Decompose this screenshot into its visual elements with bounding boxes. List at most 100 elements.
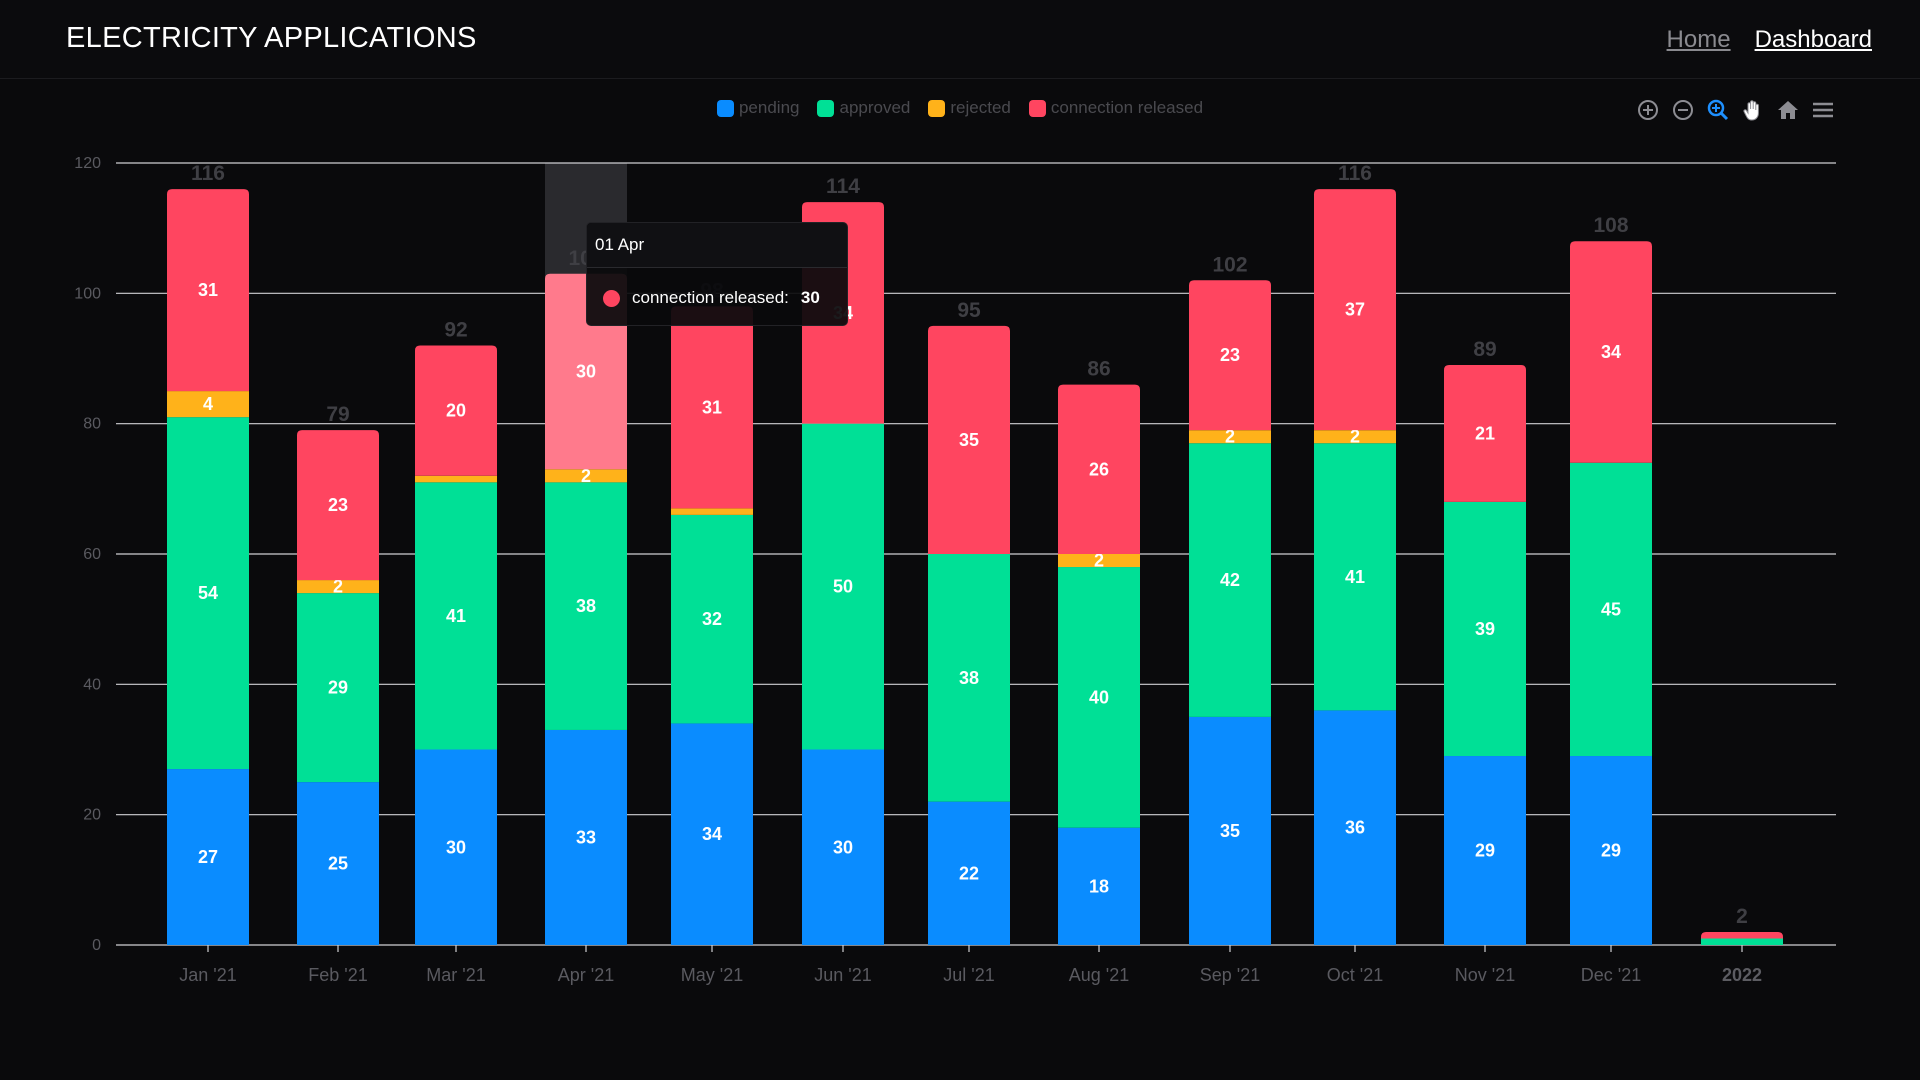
bar-value-label: 20 <box>446 401 466 421</box>
bar-segment <box>1058 827 1140 945</box>
chart-tooltip: 01 Apr connection released: 30 <box>586 222 848 326</box>
nav-home-link[interactable]: Home <box>1666 26 1731 53</box>
pan-button[interactable] <box>1739 96 1766 123</box>
bar-segment <box>1701 938 1783 945</box>
bar-value-label: 29 <box>328 678 348 698</box>
bar-segment <box>1058 567 1140 828</box>
bar-segment <box>415 345 497 476</box>
y-tick-label: 100 <box>74 285 101 302</box>
bar-value-label: 32 <box>702 609 722 629</box>
bar-value-label: 42 <box>1220 570 1240 590</box>
bar-segment <box>415 475 497 483</box>
bar-segment <box>167 391 249 418</box>
pan-icon <box>1742 99 1759 121</box>
y-tick-label: 80 <box>83 416 101 433</box>
bar-segment <box>671 306 753 509</box>
menu-icon <box>1812 102 1833 117</box>
bar-segment <box>671 508 753 515</box>
bar-value-label: 2 <box>333 577 343 597</box>
bar-segment <box>928 325 1010 554</box>
bar-value-label: 41 <box>1345 567 1365 587</box>
bar-segment <box>671 723 753 945</box>
bar-total-label: 2 <box>1736 905 1748 928</box>
bar-total-label: 92 <box>444 318 467 341</box>
legend-item-connection-released[interactable]: connection released <box>1028 98 1203 118</box>
bar-segment <box>1058 554 1140 568</box>
bar-value-label: 29 <box>1601 841 1621 861</box>
bar-segment <box>1189 443 1271 717</box>
selection-zoom-button[interactable] <box>1704 96 1731 123</box>
x-tick-label: Mar '21 <box>426 965 485 985</box>
x-tick-label: Sep '21 <box>1200 965 1261 985</box>
bar-value-label: 2 <box>581 466 591 486</box>
x-tick-label: Oct '21 <box>1327 965 1383 985</box>
zoom-out-button[interactable] <box>1669 96 1696 123</box>
bar-segment <box>1314 710 1396 945</box>
tooltip-value: 30 <box>800 288 820 307</box>
bar-segment <box>167 769 249 945</box>
bar-value-label: 31 <box>198 280 218 300</box>
chart-legend: pending approved rejected connection rel… <box>0 98 1920 118</box>
bar-segment <box>1314 189 1396 431</box>
bar-total-label: 95 <box>957 299 981 322</box>
tooltip-marker <box>603 289 620 307</box>
y-tick-label: 20 <box>83 807 101 824</box>
bar-value-label: 38 <box>959 668 979 688</box>
legend-item-rejected[interactable]: rejected <box>928 98 1011 118</box>
legend-item-approved[interactable]: approved <box>817 98 910 118</box>
bar-segment <box>1189 716 1271 945</box>
bar-value-label: 34 <box>1601 342 1621 362</box>
bar-value-label: 22 <box>959 863 979 883</box>
bar-segment <box>1189 430 1271 444</box>
zoom-in-button[interactable] <box>1634 96 1661 123</box>
legend-swatch-approved <box>817 99 835 117</box>
bar-segment <box>415 749 497 945</box>
x-tick-label: Nov '21 <box>1455 965 1515 985</box>
chart-menu-button[interactable] <box>1809 96 1836 123</box>
bar-total-label: 116 <box>1338 162 1372 185</box>
legend-label-pending: pending <box>738 98 800 117</box>
bar-value-label: 39 <box>1475 619 1495 639</box>
x-tick-label: Jul '21 <box>943 965 994 985</box>
nav-dashboard-link[interactable]: Dashboard <box>1754 26 1872 53</box>
bar-segment <box>297 593 379 783</box>
bar-value-label: 41 <box>446 606 466 626</box>
reset-zoom-button[interactable] <box>1774 96 1801 123</box>
bar-segment <box>545 469 627 483</box>
legend-item-pending[interactable]: pending <box>716 98 800 118</box>
bar-value-label: 35 <box>1220 821 1240 841</box>
bar-value-label: 2 <box>1225 427 1235 447</box>
y-tick-label: 60 <box>83 546 101 563</box>
bar-value-label: 4 <box>203 394 213 414</box>
legend-label-rejected: rejected <box>950 98 1011 117</box>
bar-value-label: 23 <box>328 495 348 515</box>
bar-value-label: 29 <box>1475 841 1495 861</box>
legend-swatch-connection-released <box>1028 99 1046 117</box>
zoom-out-icon <box>1672 99 1693 120</box>
bar-segment <box>167 417 249 770</box>
bar-value-label: 2 <box>1350 427 1360 447</box>
bar-value-label: 25 <box>328 854 348 874</box>
x-tick-label: 2022 <box>1722 965 1762 985</box>
y-tick-label: 40 <box>83 676 101 693</box>
bar-segment <box>802 423 884 750</box>
bar-total-label: 79 <box>326 403 349 426</box>
bar-segment <box>928 801 1010 945</box>
app-title: ELECTRICITY APPLICATIONS <box>66 22 477 54</box>
bar-value-label: 30 <box>446 837 466 857</box>
bar-segment <box>1570 241 1652 463</box>
bar-value-label: 23 <box>1220 345 1240 365</box>
bar-total-label: 86 <box>1087 358 1110 381</box>
y-tick-label: 0 <box>92 937 101 954</box>
bar-segment <box>671 514 753 724</box>
x-tick-label: May '21 <box>681 965 743 985</box>
bar-segment <box>545 482 627 730</box>
bar-value-label: 40 <box>1089 687 1109 707</box>
bar-total-label: 89 <box>1473 338 1496 361</box>
bar-value-label: 50 <box>833 577 853 597</box>
bar-total-label: 116 <box>191 162 225 185</box>
bar-value-label: 2 <box>1094 551 1104 571</box>
bar-value-label: 21 <box>1475 423 1495 443</box>
x-tick-label: Jan '21 <box>179 965 236 985</box>
